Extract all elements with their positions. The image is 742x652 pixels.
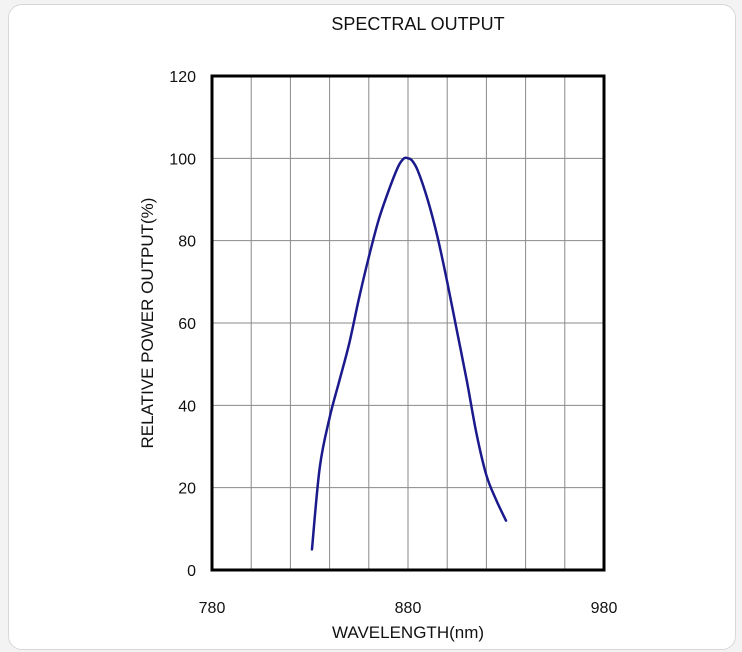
x-tick-label: 980 bbox=[591, 600, 618, 617]
y-tick-labels: 0 20 40 60 80 100 120 bbox=[169, 69, 196, 580]
x-tick-label: 780 bbox=[199, 600, 226, 617]
y-tick-label: 80 bbox=[178, 234, 196, 251]
grid-lines bbox=[212, 76, 604, 570]
spectral-curve bbox=[310, 156, 508, 551]
y-tick-label: 40 bbox=[178, 398, 196, 415]
y-axis-label: RELATIVE POWER OUTPUT(%) bbox=[138, 198, 157, 449]
plot-frame bbox=[210, 74, 606, 572]
y-tick-label: 60 bbox=[178, 316, 196, 333]
y-tick-label: 100 bbox=[169, 151, 196, 168]
y-tick-label: 0 bbox=[187, 563, 196, 580]
chart-card bbox=[8, 4, 736, 650]
chart-title: SPECTRAL OUTPUT bbox=[331, 14, 504, 34]
x-axis-label: WAVELENGTH(nm) bbox=[332, 623, 484, 642]
x-tick-labels: 780 880 980 bbox=[199, 600, 618, 617]
y-tick-label: 120 bbox=[169, 69, 196, 86]
x-tick-label: 880 bbox=[395, 600, 422, 617]
y-tick-label: 20 bbox=[178, 481, 196, 498]
